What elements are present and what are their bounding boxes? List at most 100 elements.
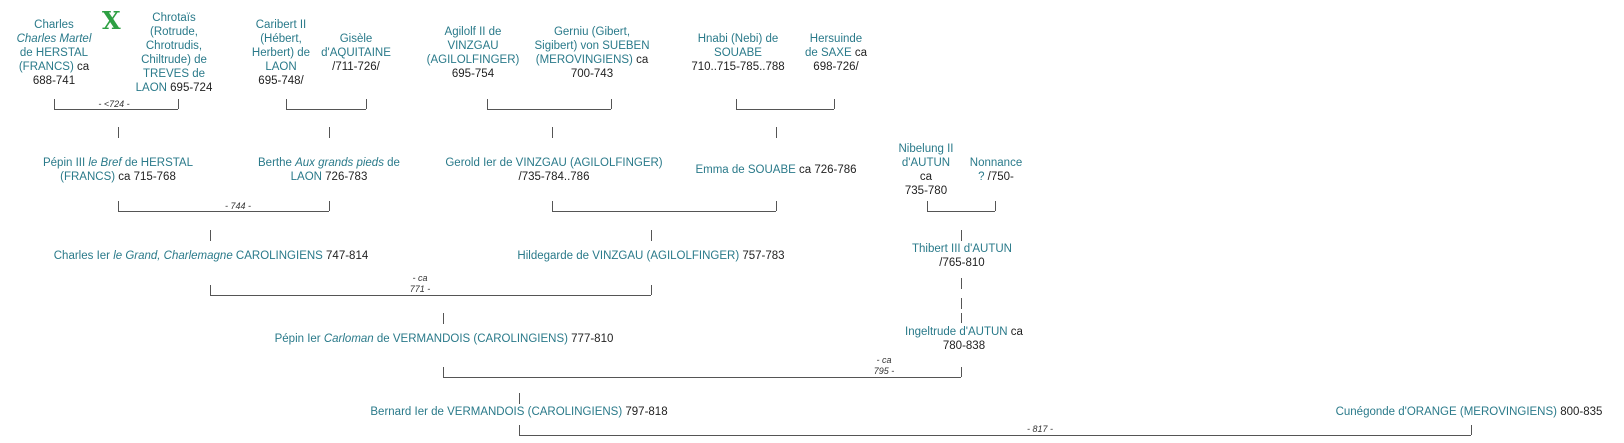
- dates: 747-814: [322, 250, 369, 262]
- nickname: le Grand, Charlemagne: [113, 250, 233, 262]
- person-bernard[interactable]: Bernard Ier de VERMANDOIS (CAROLINGIENS)…: [356, 405, 682, 419]
- dates: 777-810: [567, 333, 614, 345]
- descent-tick: [552, 127, 553, 138]
- marriage-tick: [651, 285, 652, 295]
- marriage-date-line: 771 -: [409, 284, 431, 294]
- marriage-tick: [1471, 425, 1472, 435]
- marriage-tick: [118, 201, 119, 211]
- dates: 695-748/: [258, 75, 304, 87]
- name-line: SOUABE: [714, 47, 762, 59]
- person-pepin-le-bref[interactable]: Pépin III le Bref de HERSTAL (FRANCS) ca…: [30, 156, 206, 184]
- marriage-tick: [776, 201, 777, 211]
- person-hildegarde[interactable]: Hildegarde de VINZGAU (AGILOLFINGER) 757…: [506, 249, 796, 263]
- person-pepin-carloman[interactable]: Pépin Ier Carloman de VERMANDOIS (CAROLI…: [256, 332, 632, 346]
- marriage-date: - <724 -: [98, 99, 130, 109]
- person-hersuinde[interactable]: Hersuinde de SAXE ca 698-726/: [796, 32, 876, 74]
- marriage-tick: [834, 99, 835, 109]
- dates: 757-783: [739, 250, 785, 262]
- descent-tick: [118, 127, 119, 138]
- name: Gisèle: [339, 33, 373, 45]
- close-x-icon[interactable]: X: [102, 6, 121, 35]
- name: Charles: [34, 19, 74, 31]
- marriage-tick: [329, 201, 330, 211]
- descent-tick: [651, 230, 652, 241]
- marriage-date-line: - ca: [876, 355, 892, 365]
- marriage-line: [286, 109, 366, 110]
- dates: 695-724: [166, 82, 213, 94]
- person-berthe[interactable]: Berthe Aux grands pieds de LAON 726-783: [246, 156, 412, 184]
- name-line: ?: [978, 171, 985, 183]
- name-line: LAON: [265, 61, 297, 73]
- marriage-tick: [736, 99, 737, 109]
- marriage-tick: [286, 99, 287, 109]
- marriage-date: - ca 795 -: [864, 355, 904, 377]
- marriage-line: [443, 377, 961, 378]
- person-charles-martel[interactable]: Charles Charles Martel de HERSTAL (FRANC…: [8, 18, 100, 88]
- name: Nibelung II: [898, 143, 954, 155]
- descent-tick: [210, 230, 211, 241]
- dates: /711-726/: [332, 61, 380, 73]
- name-line: (FRANCS): [18, 61, 74, 73]
- marriage-date-line: 795 -: [873, 366, 895, 376]
- dates: ca: [73, 61, 90, 73]
- nickname: Aux grands pieds: [295, 157, 384, 169]
- name-line: TREVES de: [143, 68, 205, 80]
- person-nonnance[interactable]: Nonnance ? /750-: [964, 156, 1028, 184]
- person-emma[interactable]: Emma de SOUABE ca 726-786: [686, 163, 866, 177]
- name-line: (Hébert,: [260, 33, 302, 45]
- name-line: Chiltrude) de: [141, 54, 207, 66]
- marriage-tick: [552, 201, 553, 211]
- descent-tick: [776, 127, 777, 138]
- person-ingeltrude[interactable]: Ingeltrude d'AUTUN ca 780-838: [894, 325, 1034, 353]
- dates: 797-818: [622, 406, 668, 418]
- person-chrotais[interactable]: Chrotaïs (Rotrude, Chrotrudis, Chiltrude…: [126, 11, 222, 95]
- name-line: CAROLINGIENS: [232, 250, 323, 262]
- marriage-tick: [611, 99, 612, 109]
- dates: 800-835: [1557, 406, 1603, 418]
- name: Pépin Ier: [274, 333, 324, 345]
- person-hnabi[interactable]: Hnabi (Nebi) de SOUABE 710..715-785..788: [682, 32, 794, 74]
- person-gisele[interactable]: Gisèle d'AQUITAINE /711-726/: [316, 32, 396, 74]
- name: Gerold Ier de VINZGAU (AGILOLFINGER): [445, 157, 663, 169]
- marriage-date: - 744 -: [224, 201, 251, 211]
- dates: /750-: [984, 171, 1014, 183]
- marriage-line: [927, 211, 995, 212]
- person-nibelung[interactable]: Nibelung II d'AUTUN ca 735-780: [894, 142, 958, 198]
- name: Ingeltrude d'AUTUN: [905, 326, 1008, 338]
- name: Hildegarde de VINZGAU (AGILOLFINGER): [517, 250, 740, 262]
- person-charlemagne[interactable]: Charles Ier le Grand, Charlemagne CAROLI…: [36, 249, 386, 263]
- person-gerniu[interactable]: Gerniu (Gibert, Sigibert) von SUEBEN (ME…: [530, 25, 654, 81]
- name-line: (MEROVINGIENS): [535, 54, 633, 66]
- nickname: Charles Martel: [16, 33, 92, 45]
- marriage-date-line: - ca: [412, 273, 428, 283]
- person-agilolf[interactable]: Agilolf II de VINZGAU (AGILOLFINGER) 695…: [420, 25, 526, 81]
- dates: 710..715-785..788: [691, 61, 785, 73]
- marriage-line: [118, 211, 329, 212]
- name-line: (Rotrude,: [150, 26, 198, 38]
- marriage-tick: [961, 367, 962, 377]
- name: Bernard Ier de VERMANDOIS (CAROLINGIENS): [370, 406, 623, 418]
- name: Thibert III d'AUTUN: [912, 243, 1012, 255]
- marriage-line: [487, 109, 611, 110]
- marriage-tick: [519, 425, 520, 435]
- marriage-line: [210, 295, 651, 296]
- name-line: VINZGAU: [447, 40, 499, 52]
- person-caribert[interactable]: Caribert II (Hébert, Herbert) de LAON 69…: [246, 18, 316, 88]
- dates: /735-784..786: [518, 171, 590, 183]
- marriage-line: [736, 109, 834, 110]
- name-line: de SAXE: [804, 47, 852, 59]
- descent-tick: [443, 313, 444, 324]
- name: Cunégonde d'ORANGE (MEROVINGIENS): [1335, 406, 1557, 418]
- dates: 780-838: [942, 340, 986, 352]
- person-cunegonde[interactable]: Cunégonde d'ORANGE (MEROVINGIENS) 800-83…: [1318, 405, 1620, 419]
- marriage-tick: [210, 285, 211, 295]
- person-gerold[interactable]: Gerold Ier de VINZGAU (AGILOLFINGER) /73…: [436, 156, 672, 184]
- name-line: Sigibert) von SUEBEN: [534, 40, 650, 52]
- marriage-tick: [443, 367, 444, 377]
- name: Nonnance: [969, 157, 1023, 169]
- descent-tick: [961, 298, 962, 309]
- dates: ca 715-768: [115, 171, 176, 183]
- marriage-tick: [487, 99, 488, 109]
- person-thibert[interactable]: Thibert III d'AUTUN /765-810: [902, 242, 1022, 270]
- marriage-line: [519, 435, 1471, 436]
